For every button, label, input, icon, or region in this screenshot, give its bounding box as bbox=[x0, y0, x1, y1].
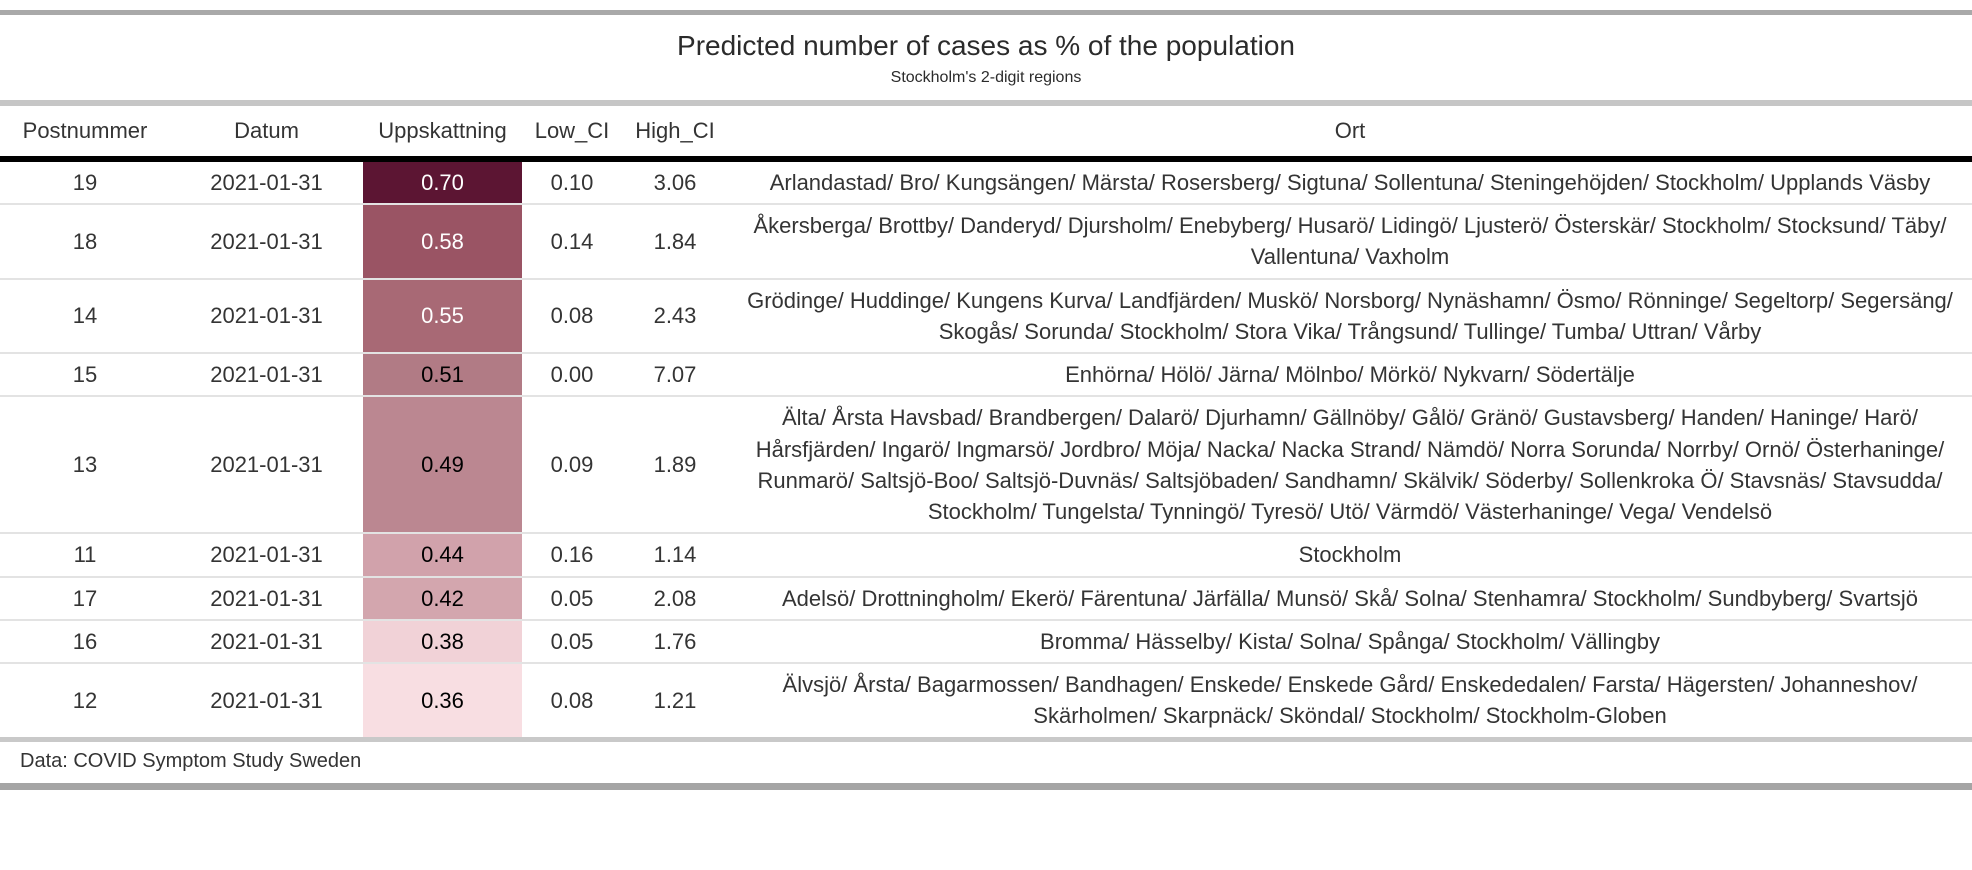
table-row: 18 2021-01-31 0.58 0.14 1.84 Åkersberga/… bbox=[0, 203, 1972, 279]
source-note: Data: COVID Symptom Study Sweden bbox=[20, 749, 362, 772]
ort-cell: Adelsö/ Drottningholm/ Ekerö/ Färentuna/… bbox=[728, 575, 1972, 620]
low-ci-cell: 0.08 bbox=[522, 277, 622, 354]
ort-cell: Arlandastad/ Bro/ Kungsängen/ Märsta/ Ro… bbox=[769, 170, 1931, 195]
high-ci-cell: 2.08 bbox=[622, 575, 728, 620]
datum-cell: 2021-01-31 bbox=[170, 532, 363, 577]
column-header-ort: Ort bbox=[728, 106, 1972, 162]
postnummer-cell: 13 bbox=[0, 395, 170, 534]
table-subtitle: Stockholm's 2-digit regions bbox=[890, 69, 1082, 86]
footer-top-rule bbox=[0, 736, 1972, 742]
header-row: Postnummer Datum Uppskattning Low_CI Hig… bbox=[0, 106, 1972, 162]
ort-cell: Älvsjö/ Årsta/ Bagarmossen/ Bandhagen/ E… bbox=[728, 662, 1972, 737]
ort-cell: Enhörna/ Hölö/ Järna/ Mölnbo/ Mörkö/ Nyk… bbox=[728, 352, 1972, 397]
high-ci-cell: 1.89 bbox=[622, 395, 728, 534]
low-ci-cell: 0.14 bbox=[522, 203, 622, 279]
postnummer-cell: 18 bbox=[0, 203, 170, 279]
uppskattning-heat-cell: 0.44 bbox=[363, 532, 522, 577]
low-ci-cell: 0.09 bbox=[522, 395, 622, 534]
table-row: 16 2021-01-31 0.38 0.05 1.76 Bromma/ Häs… bbox=[0, 618, 1972, 664]
table-bottom-rule bbox=[0, 782, 1972, 790]
table-row: 15 2021-01-31 0.51 0.00 7.07 Enhörna/ Hö… bbox=[0, 352, 1972, 397]
low-ci-cell: 0.05 bbox=[522, 575, 622, 620]
table-row: 19 2021-01-31 0.70 0.10 3.06 Arlandastad… bbox=[0, 159, 1972, 205]
ort-cell: Älta/ Årsta Havsbad/ Brandbergen/ Dalarö… bbox=[728, 395, 1972, 534]
low-ci-cell: 0.10 bbox=[550, 170, 594, 195]
datum-cell: 2021-01-31 bbox=[170, 395, 363, 534]
table-body: 19 2021-01-31 0.70 0.10 3.06 Arlandastad… bbox=[0, 159, 1972, 737]
uppskattning-heat-cell: 0.36 bbox=[363, 662, 522, 737]
ort-cell: Grödinge/ Huddinge/ Kungens Kurva/ Landf… bbox=[728, 277, 1972, 354]
column-header-postnummer: Postnummer bbox=[0, 106, 170, 162]
uppskattning-heat-cell: 0.51 bbox=[363, 352, 522, 397]
regions-table: Postnummer Datum Uppskattning Low_CI Hig… bbox=[0, 106, 1972, 737]
postnummer-cell: 11 bbox=[0, 532, 170, 577]
postnummer-cell: 19 bbox=[72, 170, 98, 195]
high-ci-cell: 1.21 bbox=[622, 662, 728, 737]
ort-cell: Bromma/ Hässelby/ Kista/ Solna/ Spånga/ … bbox=[728, 618, 1972, 664]
low-ci-cell: 0.08 bbox=[522, 662, 622, 737]
postnummer-cell: 16 bbox=[0, 618, 170, 664]
low-ci-cell: 0.16 bbox=[522, 532, 622, 577]
table-row: 13 2021-01-31 0.49 0.09 1.89 Älta/ Årsta… bbox=[0, 395, 1972, 534]
table-row: 11 2021-01-31 0.44 0.16 1.14 Stockholm bbox=[0, 532, 1972, 577]
high-ci-cell: 1.84 bbox=[622, 203, 728, 279]
datum-cell: 2021-01-31 bbox=[170, 277, 363, 354]
datum-cell: 2021-01-31 bbox=[170, 618, 363, 664]
postnummer-cell: 14 bbox=[0, 277, 170, 354]
table-title: Predicted number of cases as % of the po… bbox=[677, 30, 1295, 61]
table-row: 14 2021-01-31 0.55 0.08 2.43 Grödinge/ H… bbox=[0, 277, 1972, 354]
table-row: 17 2021-01-31 0.42 0.05 2.08 Adelsö/ Dro… bbox=[0, 575, 1972, 620]
low-ci-cell: 0.05 bbox=[522, 618, 622, 664]
column-header-low-ci: Low_CI bbox=[522, 106, 622, 162]
postnummer-cell: 15 bbox=[0, 352, 170, 397]
header-top-rule bbox=[0, 100, 1972, 106]
postnummer-cell: 12 bbox=[0, 662, 170, 737]
datum-cell: 2021-01-31 bbox=[210, 170, 323, 195]
ort-cell: Åkersberga/ Brottby/ Danderyd/ Djursholm… bbox=[728, 203, 1972, 279]
high-ci-cell: 2.43 bbox=[622, 277, 728, 354]
column-header-high-ci: High_CI bbox=[622, 106, 728, 162]
table-top-rule bbox=[0, 10, 1972, 15]
datum-cell: 2021-01-31 bbox=[170, 662, 363, 737]
uppskattning-heat-cell: 0.55 bbox=[363, 277, 522, 354]
datum-cell: 2021-01-31 bbox=[170, 352, 363, 397]
table-row: 12 2021-01-31 0.36 0.08 1.21 Älvsjö/ Års… bbox=[0, 662, 1972, 737]
high-ci-cell: 7.07 bbox=[622, 352, 728, 397]
uppskattning-heat-cell: 0.70 bbox=[363, 159, 522, 205]
uppskattning-heat-cell: 0.49 bbox=[363, 395, 522, 534]
high-ci-cell: 1.14 bbox=[622, 532, 728, 577]
low-ci-cell: 0.00 bbox=[522, 352, 622, 397]
postnummer-cell: 17 bbox=[0, 575, 170, 620]
uppskattning-heat-cell: 0.58 bbox=[363, 203, 522, 279]
high-ci-cell: 1.76 bbox=[622, 618, 728, 664]
datum-cell: 2021-01-31 bbox=[170, 575, 363, 620]
datum-cell: 2021-01-31 bbox=[170, 203, 363, 279]
table-header: Postnummer Datum Uppskattning Low_CI Hig… bbox=[0, 106, 1972, 162]
high-ci-cell: 3.06 bbox=[653, 170, 697, 195]
page-top-margin bbox=[0, 0, 1972, 10]
uppskattning-heat-cell: 0.42 bbox=[363, 575, 522, 620]
uppskattning-heat-cell: 0.38 bbox=[363, 618, 522, 664]
column-header-uppskattning: Uppskattning bbox=[363, 106, 522, 162]
ort-cell: Stockholm bbox=[728, 532, 1972, 577]
column-header-datum: Datum bbox=[170, 106, 363, 162]
